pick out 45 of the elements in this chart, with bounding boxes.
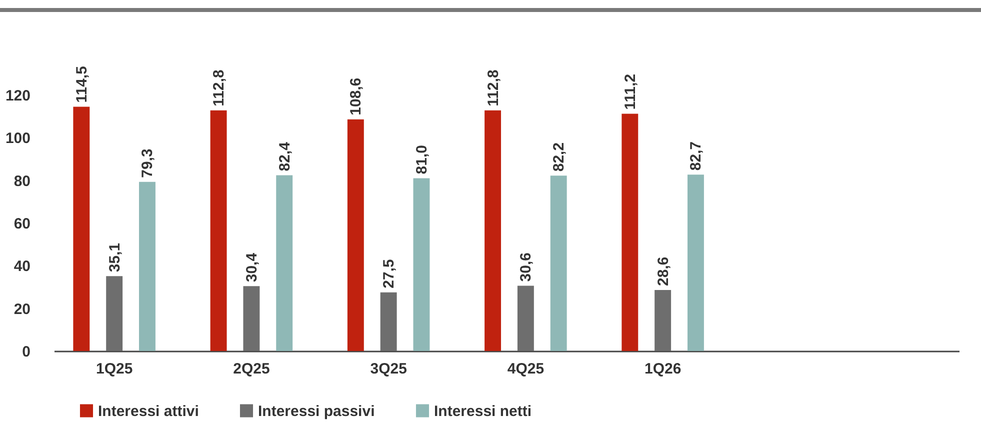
- data-label: 81,0: [413, 144, 430, 174]
- y-tick-label: 20: [14, 300, 30, 318]
- y-tick-label: 60: [14, 216, 30, 232]
- data-label: 114,5: [73, 66, 90, 103]
- data-label: 79,3: [139, 148, 156, 178]
- y-tick-label: 0: [22, 344, 30, 360]
- bar: [484, 110, 502, 351]
- legend-label: Interessi attivi: [98, 402, 199, 420]
- bar: [243, 286, 260, 351]
- data-label: 108,6: [348, 78, 365, 116]
- data-label: 82,7: [688, 141, 705, 171]
- bar: [413, 178, 430, 351]
- legend-label: Interessi netti: [434, 402, 532, 420]
- bar: [550, 176, 567, 351]
- data-label: 27,5: [380, 259, 398, 288]
- y-tick-label: 100: [5, 130, 30, 148]
- x-tick-label: 4Q25: [507, 360, 544, 378]
- x-tick-label: 1Q25: [96, 360, 133, 378]
- data-label: 30,4: [243, 252, 260, 282]
- legend-label: Interessi passivi: [258, 402, 375, 420]
- data-label: 112,8: [210, 70, 228, 106]
- bar: [73, 106, 90, 351]
- y-tick-label: 120: [5, 88, 30, 104]
- bar: [347, 119, 364, 351]
- data-label: 82,2: [550, 142, 568, 172]
- bar: [380, 292, 397, 351]
- bar: [276, 175, 293, 351]
- x-tick-label: 1Q26: [644, 360, 682, 378]
- bar: [139, 182, 156, 351]
- x-tick-label: 3Q25: [370, 360, 407, 378]
- bar: [688, 174, 704, 351]
- data-label: 112,8: [484, 70, 502, 106]
- data-label: 111,2: [622, 74, 639, 110]
- y-tick-label: 80: [14, 172, 30, 190]
- bar: [106, 276, 123, 351]
- x-tick-label: 2Q25: [233, 360, 270, 378]
- bar: [210, 110, 227, 351]
- data-label: 28,6: [654, 256, 672, 286]
- data-label: 82,4: [276, 141, 294, 172]
- data-label: 30,6: [518, 252, 535, 282]
- bar: [622, 114, 638, 351]
- bar: [517, 286, 534, 351]
- y-tick-label: 40: [14, 258, 30, 276]
- bar: [654, 290, 672, 351]
- data-label: 35,1: [106, 242, 124, 272]
